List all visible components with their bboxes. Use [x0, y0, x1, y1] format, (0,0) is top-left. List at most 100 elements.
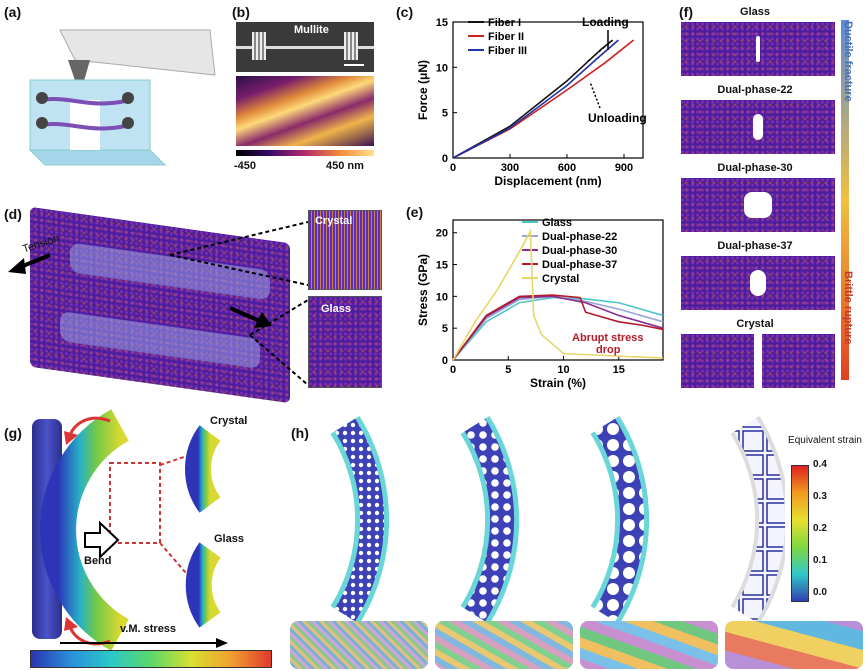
c-annotation-loading: Loading [582, 15, 629, 29]
crystal-inset-label: Crystal [315, 215, 353, 227]
strain-tick-label: 0.1 [813, 555, 827, 566]
e-ylabel: Stress (GPa) [416, 254, 430, 326]
fracture-label: Dual-phase-22 [717, 84, 793, 96]
panel-f-label: (f) [679, 4, 693, 20]
e-xtick-label: 5 [505, 364, 511, 376]
panel-e: (e) 0 5 10 15 0 5 10 15 20 Strain (%) Stress (GPa)… [400, 200, 675, 405]
e-xlabel: Strain (%) [530, 376, 586, 390]
grain-cylinders [290, 621, 865, 669]
fracture-label: Glass [740, 6, 770, 18]
ductility-gradient-arrow [841, 20, 849, 380]
ductile-label: Ductile fracture [842, 21, 854, 102]
panel-c-label: (c) [396, 4, 414, 20]
e-annotation-drop: Abrupt stress [572, 332, 644, 344]
e-ytick-label: 20 [436, 228, 448, 240]
panel-d-label: (d) [4, 206, 22, 222]
e-xtick-label: 10 [557, 364, 569, 376]
e-xtick-label: 15 [613, 364, 625, 376]
fracture-label: Dual-phase-37 [717, 240, 793, 252]
fracture-snapshot [681, 178, 835, 232]
polycrystal-grains [330, 416, 785, 624]
e-ytick-label: 5 [442, 323, 448, 335]
fracture-gap [744, 192, 772, 218]
c-plot-frame [452, 21, 644, 159]
c-ytick-label: 10 [436, 62, 448, 74]
afm-schematic [28, 29, 216, 166]
glass-inset-label: Glass [321, 303, 351, 315]
stress-strain-chart: 0 5 10 15 0 5 10 15 20 Strain (%) Stress (GPa) Glas… [416, 217, 664, 390]
e-xtick-label: 0 [450, 364, 456, 376]
e-legend-label: Glass [542, 217, 572, 229]
panel-g-label: (g) [4, 425, 22, 441]
c-annotation-unloading: Unloading [588, 111, 647, 125]
c-ytick-label: 15 [436, 17, 448, 29]
fracture-gap [754, 334, 762, 388]
strain-tick-label: 0.4 [813, 459, 827, 470]
c-ytick-label: 0 [442, 153, 448, 165]
bend-label: Bend [84, 555, 112, 567]
bent-fiber [40, 409, 228, 651]
grain-cylinder-3 [580, 621, 718, 669]
glass-inset: Glass [308, 296, 382, 388]
e-series-line [452, 294, 664, 361]
c-legend-label: Fiber III [488, 45, 527, 57]
fracture-gap [753, 114, 763, 140]
c-xtick-label: 600 [558, 162, 576, 174]
c-ytick-label: 5 [442, 108, 448, 120]
c-unload-line [608, 39, 634, 61]
fracture-snapshot [681, 334, 835, 388]
c-xtick-label: 300 [501, 162, 519, 174]
glass-label: Glass [214, 533, 244, 545]
e-series-line [452, 295, 664, 361]
sem-image: Mullite [236, 22, 374, 72]
panel-b-label: (b) [232, 4, 250, 20]
panel-b: (b) Mullite -450 450 nm [228, 0, 378, 190]
e-legend-label: Dual-phase-37 [542, 259, 617, 271]
tension-arrows [8, 221, 309, 386]
panel-a: (a) [0, 0, 230, 190]
stress-colorbar [30, 650, 272, 668]
e-series-line [452, 228, 664, 361]
fracture-snapshot [681, 100, 835, 154]
colorbar-min: -450 [234, 160, 257, 172]
force-displacement-chart: 0 300 600 900 0 5 10 15 Displacement (nm) Force (… [416, 15, 647, 188]
grain-cylinder-1 [290, 621, 428, 669]
sem-label: Mullite [294, 24, 329, 36]
sem-fiber [236, 46, 374, 49]
panel-c: (c) 0 300 600 900 0 5 10 15 Displacement (nm) For… [390, 0, 670, 200]
c-unloading-arrow [589, 81, 601, 109]
fracture-label: Dual-phase-30 [717, 162, 793, 174]
strain-gradient [791, 465, 809, 602]
panel-e-label: (e) [406, 204, 424, 220]
c-legend-label: Fiber I [488, 17, 521, 29]
sem-pad-right [344, 32, 358, 60]
e-legend-label: Dual-phase-30 [542, 245, 617, 257]
brittle-label: Brittle rupture [842, 271, 854, 345]
colorbar-title: Equivalent strain [788, 435, 862, 446]
c-series-line [452, 39, 619, 159]
c-legend-label: Fiber II [488, 31, 524, 43]
strain-tick-label: 0.3 [813, 491, 827, 502]
panel-f: (f) Glass Dual-phase-22 Dual-phase-30 Dual-… [675, 0, 865, 400]
crystal-inset: Crystal [308, 210, 382, 290]
panel-h: (h) Equivalent strain 0.4 0.3 0.2 0.1 0.0 [285, 405, 865, 671]
sem-pad-left [252, 32, 266, 60]
c-unload-line [593, 39, 619, 63]
strain-tick-label: 0.2 [813, 523, 827, 534]
fracture-snapshot [681, 22, 835, 76]
c-xtick-label: 900 [615, 162, 633, 174]
afm-height-map [236, 76, 374, 146]
c-xlabel: Displacement (nm) [494, 174, 601, 188]
stress-label: v.M. stress [120, 623, 177, 635]
c-series-line [452, 39, 614, 159]
e-legend-label: Crystal [542, 273, 579, 285]
panel-d: (d) Tension Crystal Glass [0, 200, 400, 404]
crystal-label: Crystal [210, 415, 248, 427]
e-plot-frame [452, 219, 664, 361]
e-legend-label: Dual-phase-22 [542, 231, 617, 243]
strain-tick-label: 0.0 [813, 587, 827, 598]
c-xtick-label: 0 [450, 162, 456, 174]
panel-h-label: (h) [291, 425, 309, 441]
afm-colorbar [236, 150, 374, 156]
c-ylabel: Force (μN) [416, 60, 430, 120]
